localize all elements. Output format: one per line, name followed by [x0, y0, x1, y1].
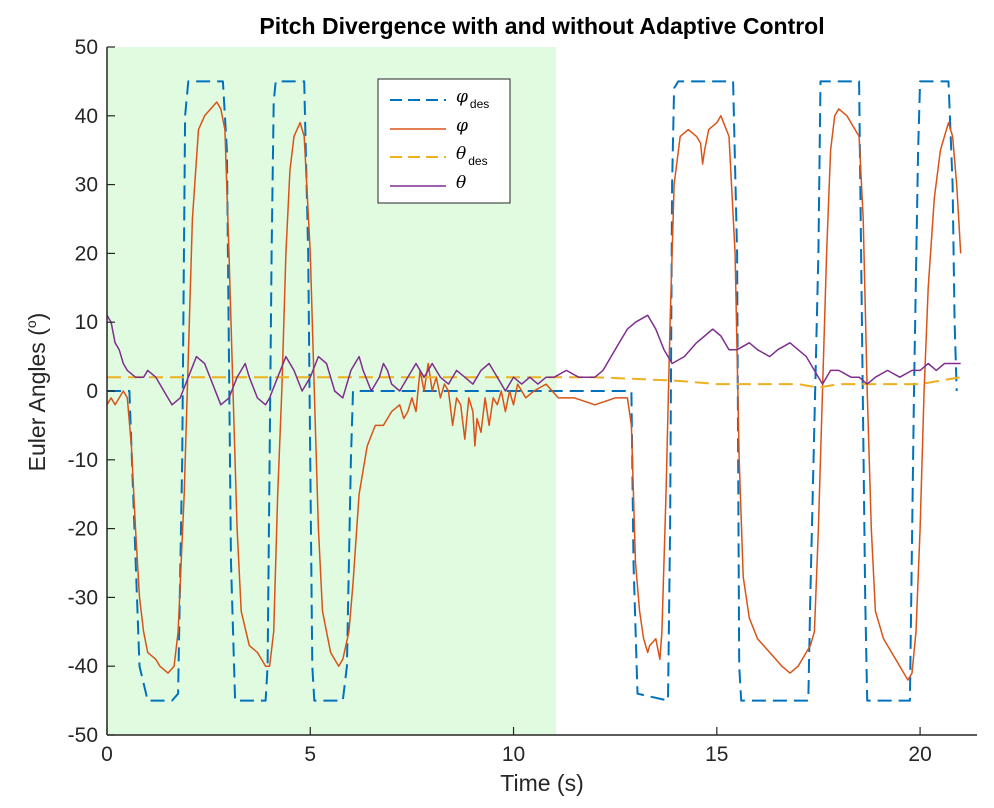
legend-box	[377, 78, 511, 204]
y-axis-label-close: )	[24, 313, 50, 321]
svg-text:Euler Angles (o): Euler Angles (o)	[23, 313, 50, 472]
legend-label-phi-des: φ des	[456, 87, 489, 111]
x-tick-label: 10	[502, 743, 525, 766]
y-axis-label-text: Euler Angles (	[24, 328, 50, 472]
series-line-phi	[106, 101, 962, 681]
axes: 0 5 10 15 20 50 40 30 20 10 0 -10 -20 -30 -40 -50	[68, 36, 977, 766]
y-tick-label: 20	[75, 242, 98, 265]
y-tick-label: -40	[68, 655, 98, 678]
y-tick-label: 50	[75, 36, 98, 59]
series-line-theta-des	[107, 376, 961, 389]
x-tick-label: 5	[304, 743, 316, 766]
y-tick-label: 40	[75, 105, 98, 128]
x-tick-label: 20	[908, 743, 931, 766]
series-line-phi-des	[107, 80, 958, 702]
x-tick-label: 0	[101, 743, 113, 766]
y-tick-label: 0	[86, 380, 98, 403]
y-tick-label: 10	[75, 311, 98, 334]
series-layer	[106, 80, 962, 702]
x-tick-label: 15	[705, 743, 728, 766]
y-tick-label: -10	[68, 449, 98, 472]
legend-label-theta: θ	[456, 173, 466, 193]
legend-label-phi: φ	[456, 116, 468, 136]
y-tick-label: -20	[68, 518, 98, 541]
y-tick-label: 30	[75, 174, 98, 197]
x-axis-label: Time (s)	[500, 770, 583, 796]
y-axis-label-unit: o	[23, 320, 39, 328]
y-tick-label: -30	[68, 586, 98, 609]
legend: φ des φ θ des θ	[377, 78, 511, 204]
chart-title: Pitch Divergence with and without Adapti…	[259, 13, 824, 39]
y-axis-label: Euler Angles (o)	[23, 313, 50, 472]
y-tick-label: -50	[68, 724, 98, 747]
legend-label-theta-des: θ des	[456, 144, 488, 168]
series-line-theta	[106, 314, 961, 406]
